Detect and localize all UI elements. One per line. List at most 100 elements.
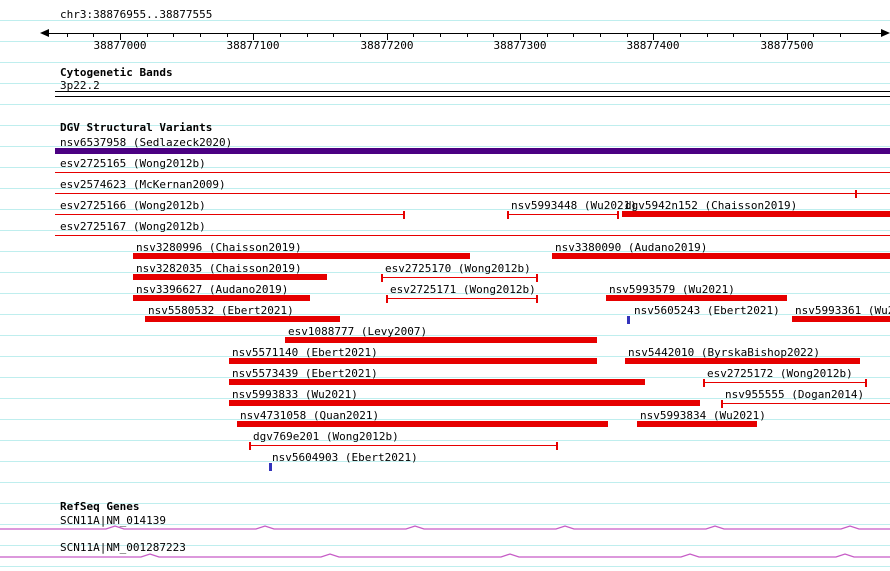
- variant-label-nsv5993361[interactable]: nsv5993361 (Wu2021): [795, 304, 890, 317]
- variant-label-nsv5442010[interactable]: nsv5442010 (ByrskaBishop2022): [628, 346, 821, 359]
- variant-bar-nsv3380090[interactable]: [552, 253, 890, 259]
- ruler-major-tick: [253, 33, 254, 40]
- variant-label-nsv3282035[interactable]: nsv3282035 (Chaisson2019): [136, 262, 302, 275]
- variant-label-nsv5605243[interactable]: nsv5605243 (Ebert2021): [634, 304, 780, 317]
- variant-label-nsv3380090[interactable]: nsv3380090 (Audano2019): [555, 241, 708, 254]
- ruler-minor-tick: [67, 33, 68, 37]
- variant-label-nsv5993833[interactable]: nsv5993833 (Wu2021): [232, 388, 358, 401]
- variant-point-nsv5604903[interactable]: [269, 463, 272, 471]
- gridline: [0, 188, 890, 189]
- ruler-minor-tick: [200, 33, 201, 37]
- gene-label-1[interactable]: SCN11A|NM_001287223: [60, 541, 186, 554]
- variant-bar-nsv5442010[interactable]: [625, 358, 860, 364]
- variant-line-nsv5993448[interactable]: [508, 214, 618, 215]
- variant-line-tick-dgv769e201[interactable]: [556, 442, 558, 450]
- variant-label-nsv5993579[interactable]: nsv5993579 (Wu2021): [609, 283, 735, 296]
- variant-line-tick-esv2725171[interactable]: [386, 295, 388, 303]
- variant-line-esv2725165[interactable]: [55, 172, 890, 173]
- variant-line-dgv769e201[interactable]: [250, 445, 557, 446]
- variant-line-tick-nsv5993448[interactable]: [617, 211, 619, 219]
- variant-line-tick-dgv769e201[interactable]: [249, 442, 251, 450]
- variant-bar-nsv5993361[interactable]: [792, 316, 890, 322]
- variant-label-nsv955555[interactable]: nsv955555 (Dogan2014): [725, 388, 865, 401]
- variant-line-esv2725167[interactable]: [55, 235, 890, 236]
- variant-bar-nsv3396627[interactable]: [133, 295, 310, 301]
- variant-bar-nsv5993833[interactable]: [229, 400, 700, 406]
- variant-line-tick-esv2574623[interactable]: [855, 190, 857, 198]
- ruler-minor-tick: [280, 33, 281, 37]
- ruler-major-tick: [520, 33, 521, 40]
- gridline: [0, 482, 890, 483]
- variant-label-nsv6537958[interactable]: nsv6537958 (Sedlazeck2020): [60, 136, 233, 149]
- variant-label-dgv769e201[interactable]: dgv769e201 (Wong2012b): [253, 430, 399, 443]
- variant-label-nsv4731058[interactable]: nsv4731058 (Quan2021): [240, 409, 380, 422]
- variant-line-tick-nsv955555[interactable]: [721, 400, 723, 408]
- gene-line-0[interactable]: [0, 524, 890, 532]
- variant-line-nsv955555[interactable]: [722, 403, 890, 404]
- variant-label-esv2725170[interactable]: esv2725170 (Wong2012b): [385, 262, 531, 275]
- variant-line-tick-esv2725171[interactable]: [536, 295, 538, 303]
- variant-bar-nsv5580532[interactable]: [145, 316, 340, 322]
- variant-line-tick-esv2725166[interactable]: [403, 211, 405, 219]
- ruler-major-tick: [653, 33, 654, 40]
- gridline: [0, 62, 890, 63]
- gridline: [0, 167, 890, 168]
- ruler-tick-label: 38877100: [226, 39, 280, 52]
- cytoband-box[interactable]: [55, 91, 890, 97]
- variant-label-nsv5573439[interactable]: nsv5573439 (Ebert2021): [232, 367, 378, 380]
- variant-line-esv2725170[interactable]: [382, 277, 537, 278]
- gridline: [0, 272, 890, 273]
- variant-label-esv2725165[interactable]: esv2725165 (Wong2012b): [60, 157, 206, 170]
- variant-label-nsv5993834[interactable]: nsv5993834 (Wu2021): [640, 409, 766, 422]
- variant-label-nsv5571140[interactable]: nsv5571140 (Ebert2021): [232, 346, 378, 359]
- variant-line-tick-esv2725170[interactable]: [536, 274, 538, 282]
- variant-label-dgv5942n152[interactable]: dgv5942n152 (Chaisson2019): [625, 199, 798, 212]
- variant-bar-nsv4731058[interactable]: [237, 421, 608, 427]
- variant-line-tick-esv2725172[interactable]: [865, 379, 867, 387]
- ruler-minor-tick: [600, 33, 601, 37]
- variant-label-nsv5604903[interactable]: nsv5604903 (Ebert2021): [272, 451, 418, 464]
- gridline: [0, 83, 890, 84]
- variant-label-nsv3396627[interactable]: nsv3396627 (Audano2019): [136, 283, 289, 296]
- variant-bar-nsv5993834[interactable]: [637, 421, 757, 427]
- ruler-minor-tick: [147, 33, 148, 37]
- variant-label-esv1088777[interactable]: esv1088777 (Levy2007): [288, 325, 428, 338]
- variant-line-tick-nsv5993448[interactable]: [507, 211, 509, 219]
- gene-label-0[interactable]: SCN11A|NM_014139: [60, 514, 166, 527]
- gene-line-1[interactable]: [0, 552, 890, 560]
- variant-line-tick-esv2725172[interactable]: [703, 379, 705, 387]
- variant-line-esv2725172[interactable]: [704, 382, 866, 383]
- variant-bar-nsv6537958[interactable]: [55, 148, 890, 154]
- gridline: [0, 104, 890, 105]
- ruler-minor-tick: [760, 33, 761, 37]
- variant-line-esv2725166[interactable]: [55, 214, 404, 215]
- ruler-minor-tick: [680, 33, 681, 37]
- ruler-minor-tick: [493, 33, 494, 37]
- variant-bar-esv1088777[interactable]: [285, 337, 597, 343]
- variant-label-nsv5580532[interactable]: nsv5580532 (Ebert2021): [148, 304, 294, 317]
- variant-label-nsv3280996[interactable]: nsv3280996 (Chaisson2019): [136, 241, 302, 254]
- variant-label-esv2725167[interactable]: esv2725167 (Wong2012b): [60, 220, 206, 233]
- gridline: [0, 566, 890, 567]
- section-title-refseq: RefSeq Genes: [60, 500, 140, 513]
- variant-label-esv2725171[interactable]: esv2725171 (Wong2012b): [390, 283, 536, 296]
- variant-bar-nsv5993579[interactable]: [606, 295, 787, 301]
- variant-label-esv2725166[interactable]: esv2725166 (Wong2012b): [60, 199, 206, 212]
- gridline: [0, 230, 890, 231]
- variant-label-nsv5993448[interactable]: nsv5993448 (Wu2021): [511, 199, 637, 212]
- ruler-minor-tick: [440, 33, 441, 37]
- variant-label-esv2725172[interactable]: esv2725172 (Wong2012b): [707, 367, 853, 380]
- variant-bar-dgv5942n152[interactable]: [622, 211, 890, 217]
- variant-label-esv2574623[interactable]: esv2574623 (McKernan2009): [60, 178, 226, 191]
- variant-bar-nsv3280996[interactable]: [133, 253, 470, 259]
- ruler-tick-label: 38877000: [93, 39, 147, 52]
- variant-bar-nsv5571140[interactable]: [229, 358, 597, 364]
- variant-line-esv2574623[interactable]: [55, 193, 890, 194]
- variant-bar-nsv3282035[interactable]: [133, 274, 327, 280]
- variant-line-tick-esv2725170[interactable]: [381, 274, 383, 282]
- variant-point-nsv5605243[interactable]: [627, 316, 630, 324]
- variant-bar-nsv5573439[interactable]: [229, 379, 645, 385]
- ruler-line: [46, 33, 884, 34]
- ruler-minor-tick: [173, 33, 174, 37]
- variant-line-esv2725171[interactable]: [387, 298, 537, 299]
